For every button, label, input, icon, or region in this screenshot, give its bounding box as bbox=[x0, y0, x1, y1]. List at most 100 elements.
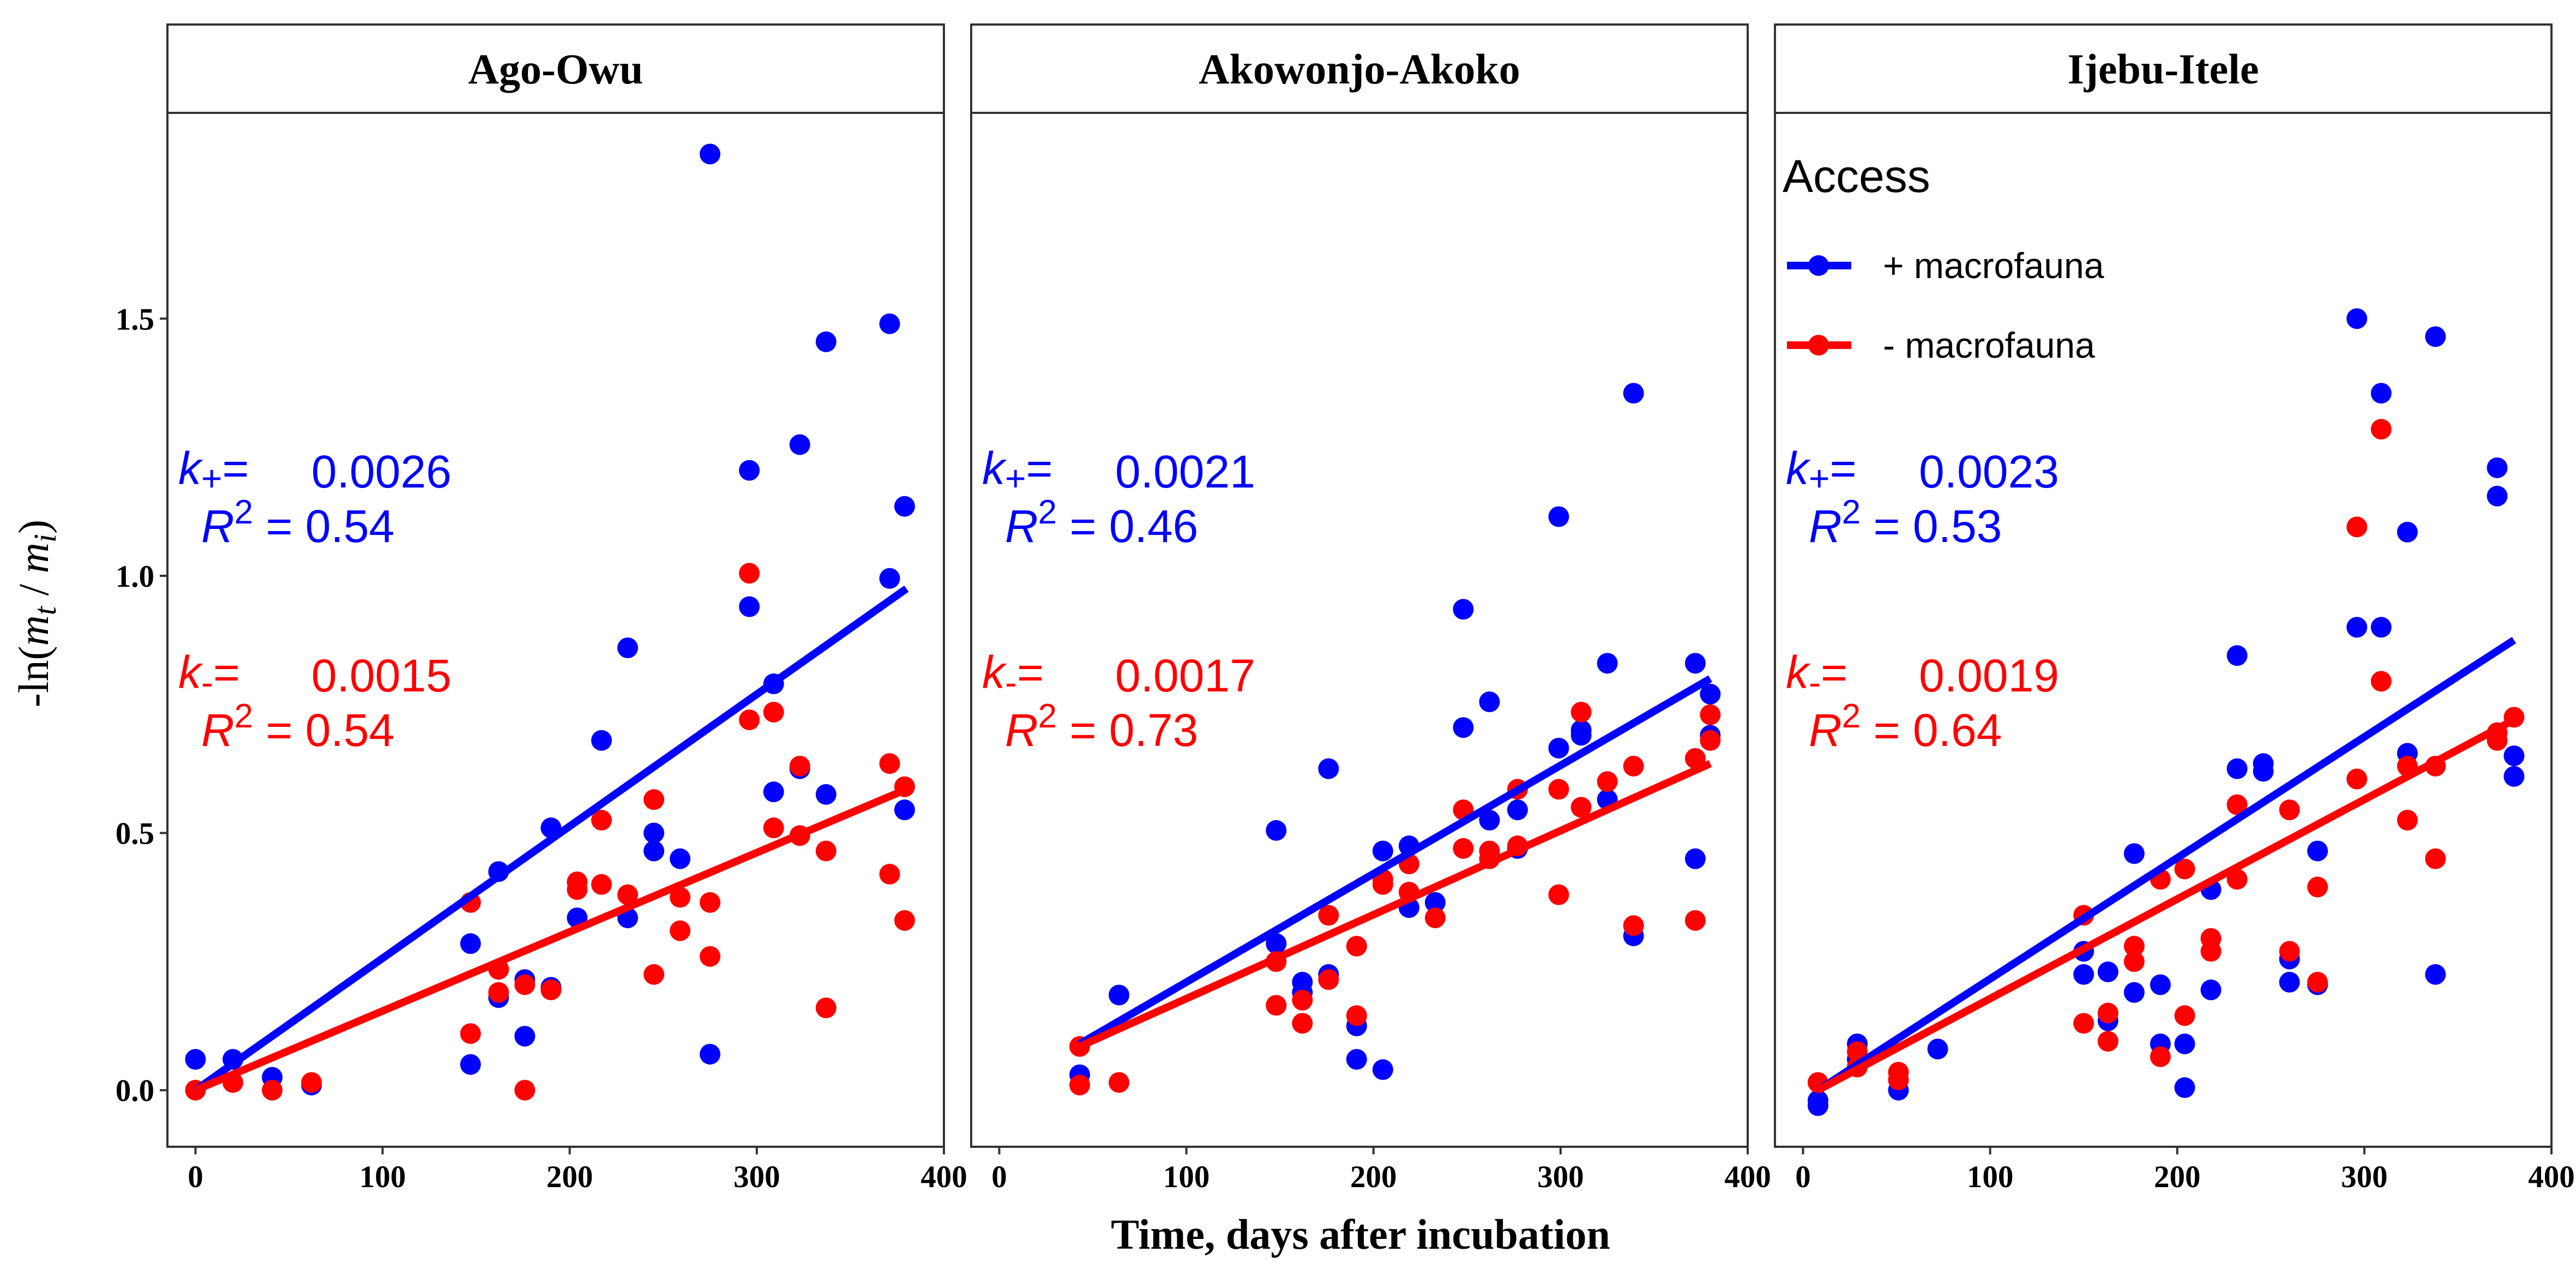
data-point-minus bbox=[2097, 1002, 2118, 1024]
data-point-plus bbox=[1266, 933, 1287, 954]
data-point-minus bbox=[700, 946, 721, 967]
data-point-plus bbox=[894, 496, 915, 517]
k-label: k+= bbox=[178, 443, 249, 498]
data-point-plus bbox=[739, 460, 760, 481]
strip-1 bbox=[970, 23, 1749, 114]
data-point-minus bbox=[1424, 907, 1446, 929]
data-point-plus bbox=[2200, 979, 2222, 1001]
data-point-plus bbox=[2425, 964, 2446, 985]
data-point-plus bbox=[2487, 457, 2508, 478]
x-tick-label: 400 bbox=[920, 1160, 967, 1194]
r2-label: R2 = 0.46 bbox=[1005, 493, 1198, 552]
data-point-plus bbox=[1109, 984, 1130, 1006]
data-point-minus bbox=[879, 864, 900, 885]
data-point-plus bbox=[185, 1049, 206, 1070]
data-point-minus bbox=[514, 974, 535, 995]
data-point-plus bbox=[1424, 892, 1446, 913]
k-label: k-= bbox=[982, 647, 1044, 702]
legend-item-plus: + macrofauna bbox=[1787, 245, 2104, 286]
data-point-minus bbox=[1700, 730, 1721, 751]
k-value: 0.0017 bbox=[1115, 650, 1255, 701]
data-point-minus bbox=[1266, 995, 1287, 1016]
x-tick-label: 300 bbox=[2341, 1160, 2388, 1194]
legend-point bbox=[1808, 255, 1829, 276]
data-point-plus bbox=[670, 848, 691, 869]
data-point-minus bbox=[591, 810, 612, 831]
data-point-minus bbox=[2370, 419, 2392, 440]
data-point-minus bbox=[739, 563, 760, 584]
strip-0 bbox=[166, 23, 945, 114]
data-point-minus bbox=[700, 892, 721, 913]
k-label: k-= bbox=[1786, 647, 1847, 702]
data-point-minus bbox=[460, 1023, 481, 1044]
data-point-minus bbox=[1570, 797, 1592, 818]
data-point-minus bbox=[643, 964, 665, 985]
data-point-plus bbox=[815, 331, 836, 352]
data-point-plus bbox=[1570, 725, 1592, 746]
data-point-minus bbox=[1548, 884, 1569, 905]
data-point-minus bbox=[1372, 874, 1393, 895]
x-tick-label: 400 bbox=[1724, 1160, 1771, 1194]
data-point-minus bbox=[815, 997, 836, 1019]
data-point-plus bbox=[2503, 766, 2525, 787]
data-point-minus bbox=[567, 879, 588, 900]
data-point-minus bbox=[262, 1080, 283, 1101]
data-point-minus bbox=[2174, 858, 2195, 880]
k-value: 0.0023 bbox=[1919, 446, 2059, 497]
data-point-plus bbox=[2150, 974, 2171, 995]
x-tick-label: 0 bbox=[188, 1160, 203, 1194]
panel-title: Ago-Owu bbox=[468, 45, 643, 93]
data-point-plus bbox=[894, 799, 915, 821]
data-point-plus bbox=[2370, 383, 2392, 404]
data-point-plus bbox=[879, 568, 900, 589]
data-point-minus bbox=[540, 979, 562, 1001]
k-value: 0.0015 bbox=[311, 650, 452, 701]
data-point-plus bbox=[2226, 645, 2248, 666]
data-point-plus bbox=[2123, 843, 2145, 864]
data-point-minus bbox=[2123, 936, 2145, 957]
data-point-minus bbox=[2200, 941, 2222, 962]
data-point-plus bbox=[591, 730, 612, 751]
data-point-plus bbox=[700, 143, 721, 165]
data-point-minus bbox=[670, 920, 691, 941]
x-tick-label: 100 bbox=[1163, 1160, 1210, 1194]
y-tick-label: 0.5 bbox=[116, 817, 154, 851]
data-point-minus bbox=[2174, 1005, 2195, 1026]
data-point-plus bbox=[1807, 1095, 1828, 1116]
y-axis-title: -ln(mt / mi) bbox=[10, 520, 63, 707]
regression-line-plus bbox=[1816, 636, 2517, 1094]
data-point-plus bbox=[2174, 1077, 2195, 1098]
data-point-minus bbox=[1684, 910, 1706, 931]
data-point-plus bbox=[815, 784, 836, 805]
data-point-plus bbox=[643, 822, 665, 844]
regression-line-minus bbox=[1816, 716, 2516, 1094]
data-point-minus bbox=[1623, 915, 1644, 936]
data-point-minus bbox=[1346, 1005, 1367, 1026]
data-point-plus bbox=[1346, 1049, 1367, 1070]
data-point-minus bbox=[1318, 969, 1339, 990]
data-point-plus bbox=[2346, 308, 2368, 329]
data-point-plus bbox=[2346, 617, 2368, 638]
x-tick-label: 200 bbox=[1350, 1160, 1397, 1194]
data-point-minus bbox=[1109, 1072, 1130, 1093]
regression-line-plus bbox=[1078, 675, 1712, 1048]
data-point-minus bbox=[2097, 1031, 2118, 1052]
x-tick-label: 300 bbox=[733, 1160, 780, 1194]
data-point-plus bbox=[2253, 761, 2274, 782]
data-point-plus bbox=[460, 1054, 481, 1075]
data-point-minus bbox=[2346, 768, 2368, 790]
data-point-minus bbox=[2073, 1013, 2094, 1034]
data-point-minus bbox=[2346, 516, 2368, 538]
data-point-plus bbox=[789, 434, 810, 455]
data-point-plus bbox=[514, 1026, 535, 1047]
data-point-plus bbox=[1266, 820, 1287, 841]
data-point-minus bbox=[2370, 671, 2392, 692]
r2-label: R2 = 0.54 bbox=[201, 697, 394, 756]
data-point-minus bbox=[1069, 1074, 1091, 1096]
panel-title: Ijebu-Itele bbox=[2068, 45, 2259, 93]
data-point-minus bbox=[739, 709, 760, 731]
panel-title: Akowonjo-Akoko bbox=[1199, 45, 1520, 93]
data-point-minus bbox=[2307, 876, 2328, 898]
